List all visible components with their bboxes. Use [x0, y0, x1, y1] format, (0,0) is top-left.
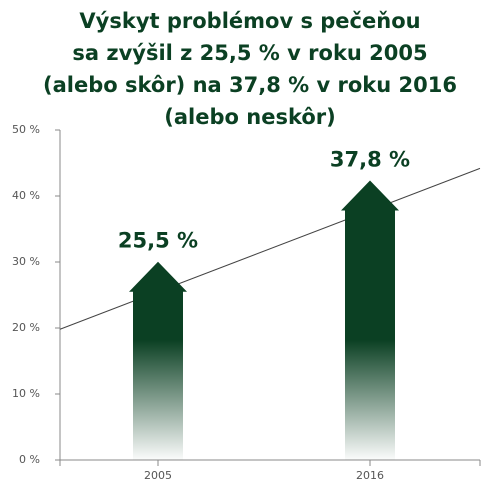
x-tick-label: 2005 — [144, 469, 172, 482]
trend-line — [59, 167, 481, 330]
chart-title: (alebo neskôr) — [164, 105, 335, 129]
y-tick-label: 20 % — [12, 321, 40, 334]
y-tick-label: 40 % — [12, 189, 40, 202]
x-tick-label: 2016 — [356, 469, 384, 482]
arrow-bar — [341, 180, 399, 460]
chart-title: sa zvýšil z 25,5 % v roku 2005 — [72, 41, 427, 65]
y-tick-label: 10 % — [12, 387, 40, 400]
data-label: 37,8 % — [330, 148, 410, 172]
y-tick-label: 50 % — [12, 123, 40, 136]
y-tick-label: 0 % — [19, 453, 40, 466]
data-label: 25,5 % — [118, 229, 198, 253]
arrow-bar — [129, 261, 187, 460]
y-tick-label: 30 % — [12, 255, 40, 268]
chart-title: Výskyt problémov s pečeňou — [79, 9, 420, 33]
chart-title: (alebo skôr) na 37,8 % v roku 2016 — [43, 73, 457, 97]
